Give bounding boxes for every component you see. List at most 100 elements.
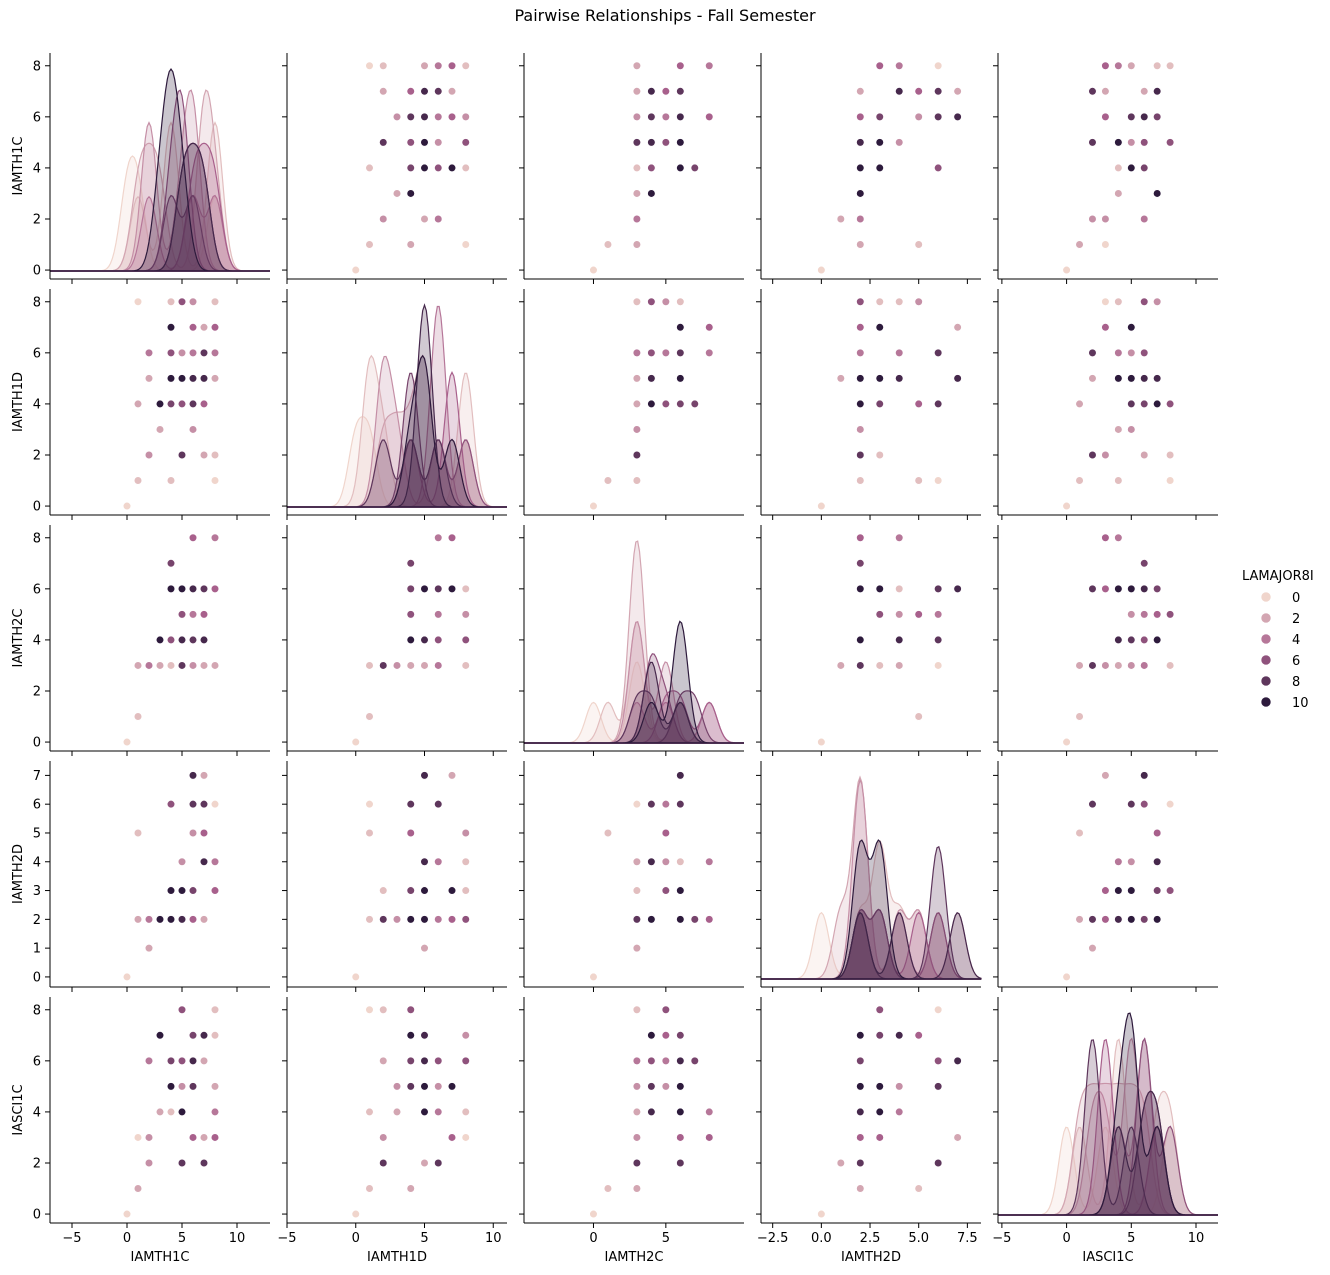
scatter-point [210,584,220,593]
scatter-point [420,661,429,670]
scatter-point [647,915,656,924]
scatter-point [199,348,209,357]
y-tick-label: 8 [33,1003,41,1018]
scatter-point [1166,476,1175,485]
scatter-point [875,61,884,70]
scatter-point [1127,112,1136,121]
scatter-point [351,1209,360,1219]
scatter-point [676,1107,685,1117]
scatter-point [705,1107,714,1117]
scatter-point [166,399,176,409]
scatter-point [632,1107,641,1117]
scatter-point [632,476,641,485]
scatter-point [632,61,641,70]
x-tick-label: 5 [178,1231,186,1246]
scatter-point [934,348,943,357]
scatter-point [647,163,656,173]
scatter-point [434,635,443,645]
scatter-point [1153,584,1162,593]
scatter-point [632,425,641,434]
x-axis-label-iamth1d: IAMTH1D [367,1250,427,1265]
scatter-point [379,214,388,224]
scatter-point [199,1031,209,1040]
scatter-point [392,915,402,924]
y-tick-label: 0 [33,736,41,751]
scatter-point [632,915,641,924]
kde-curve-hue-10 [287,354,507,508]
scatter-point [676,87,685,96]
scatter-point [365,712,374,721]
scatter-point [461,1133,470,1142]
scatter-point [1075,476,1084,485]
panel-iamth2c-vs-iasci1c [993,525,1218,756]
scatter-point [188,610,198,619]
legend-marker [1260,696,1272,708]
x-axis-label-iamth1c: IAMTH1C [130,1250,189,1265]
scatter-point [365,828,374,838]
scatter-point [434,584,443,593]
kde-curve-hue-10 [998,1012,1218,1216]
scatter-point [434,1082,443,1091]
scatter-point [705,1133,714,1142]
scatter-point [1088,87,1097,96]
scatter-point [177,1056,187,1065]
scatter-point [420,584,429,593]
scatter-point [875,399,884,409]
scatter-point [914,87,923,96]
scatter-point [632,1082,641,1091]
scatter-point [632,944,641,953]
scatter-point [133,915,143,924]
scatter-point [836,1158,845,1168]
panel-iasci1c-vs-iasci1c: −5 0 5 10 [992,997,1218,1246]
scatter-point [934,163,943,173]
scatter-point [144,450,154,460]
scatter-point [447,1133,457,1142]
scatter-point [1101,112,1110,121]
scatter-point [365,163,374,173]
scatter-point [856,425,865,434]
scatter-point [144,1133,154,1142]
scatter-point [856,1107,865,1117]
scatter-point [1127,323,1136,332]
scatter-point [603,476,613,485]
scatter-point [1127,886,1136,895]
scatter-point [1088,348,1097,357]
panel-iamth2c-vs-iamth1d [282,525,507,756]
scatter-point [144,1158,154,1168]
legend-marker [1260,612,1272,624]
scatter-point [1075,915,1084,924]
scatter-point [661,828,670,838]
scatter-point [434,138,443,147]
scatter-point [856,214,865,224]
scatter-point [1114,163,1123,173]
scatter-point [406,163,415,173]
scatter-point [647,348,656,357]
scatter-point [953,584,962,593]
scatter-point [144,374,154,383]
scatter-point [365,800,374,809]
scatter-point [953,1056,962,1065]
scatter-point [1075,399,1084,409]
scatter-point [365,915,374,924]
scatter-point [447,61,457,70]
scatter-point [420,138,429,147]
scatter-point [1127,635,1136,645]
scatter-point [1101,240,1110,249]
scatter-point [155,661,165,670]
scatter-point [1062,737,1071,747]
scatter-point [1140,610,1149,619]
scatter-point [379,61,388,70]
scatter-point [1140,399,1149,409]
scatter-point [856,297,865,306]
scatter-point [895,1082,904,1091]
scatter-point [1153,189,1162,198]
scatter-point [1075,828,1084,838]
scatter-point [199,1133,209,1142]
scatter-point [379,886,388,895]
scatter-point [1114,915,1123,924]
scatter-point [406,584,415,593]
scatter-point [188,399,198,409]
scatter-point [420,635,429,645]
panel-iamth2d-vs-iamth2c [519,761,744,992]
